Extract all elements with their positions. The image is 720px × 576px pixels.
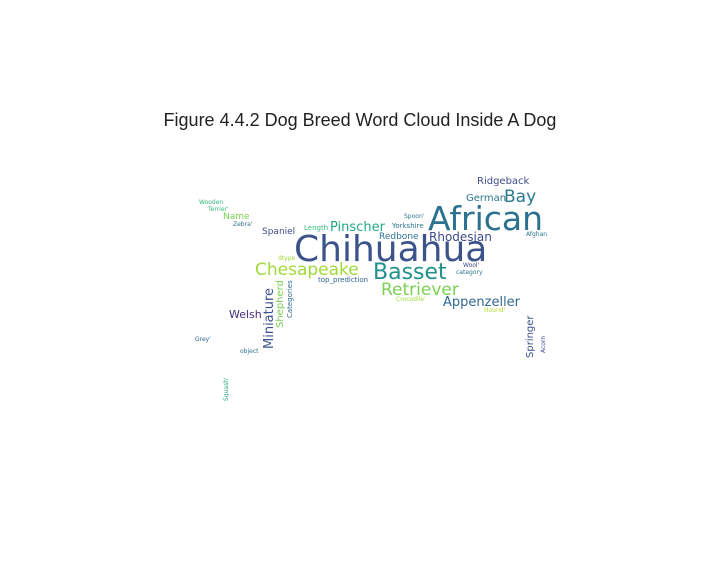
word-squash: Squash'	[223, 377, 230, 401]
word-rhodesian: Rhodesian	[429, 230, 492, 244]
word-grey: Grey'	[195, 336, 211, 343]
word-categories: Categories	[286, 280, 294, 318]
word-spaniel: Spaniel	[262, 227, 296, 237]
word-appenzeller: Appenzeller	[443, 295, 521, 310]
figure-title: Figure 4.4.2 Dog Breed Word Cloud Inside…	[163, 110, 557, 130]
word-welsh: Welsh	[229, 308, 262, 321]
word-length: Length	[304, 224, 329, 232]
word-terrier: Terrier'	[208, 206, 229, 213]
word-ridgeback: Ridgeback	[477, 176, 530, 187]
word-acorn: Acorn	[540, 335, 547, 353]
word-redbone: Redbone	[379, 232, 419, 242]
word-retriever: Retriever	[381, 280, 459, 300]
word-basset: Basset	[373, 260, 447, 285]
word-wool: Wool'	[463, 262, 480, 269]
word-wooden: Wooden	[199, 199, 224, 206]
word-spoon: Spoon'	[404, 213, 425, 220]
word-zebra: Zebra'	[233, 221, 253, 228]
word-dtype: dtype	[278, 255, 296, 262]
word-shepherd: Shepherd	[275, 280, 286, 328]
word-chihuahua: Chihuahua	[294, 229, 488, 270]
word-afghan: Afghan	[526, 231, 548, 238]
word-category: category	[456, 269, 483, 276]
word-crocodile: Crocodile'	[396, 296, 426, 303]
word-name: Name	[223, 212, 250, 222]
word-german: German	[466, 193, 507, 204]
word-african: African	[428, 199, 544, 238]
word-springer: Springer	[525, 315, 536, 358]
word-pinscher: Pinscher	[330, 220, 385, 235]
word-yorkshire: Yorkshire	[392, 222, 424, 230]
word-hound: Hound'	[484, 307, 506, 314]
word-object: object	[240, 348, 259, 355]
word-top-prediction: top_prediction	[318, 276, 369, 284]
word-chesapeake: Chesapeake	[255, 260, 359, 280]
word-bay: Bay	[504, 187, 537, 207]
